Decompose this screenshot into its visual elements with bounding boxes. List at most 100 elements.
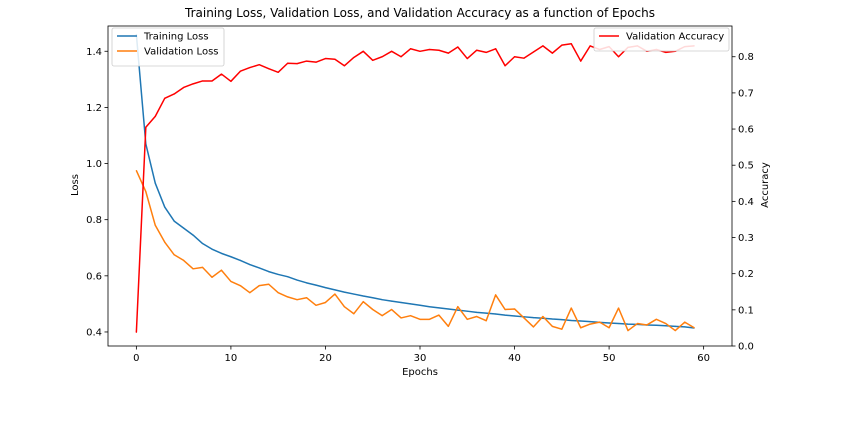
training-loss-point [532, 317, 535, 319]
validation-accuracy-point [513, 56, 516, 58]
validation-loss-point [409, 315, 412, 317]
validation-loss-point [419, 318, 421, 320]
validation-loss-point [249, 292, 251, 294]
validation-loss-point [315, 304, 317, 306]
validation-loss-point [532, 326, 535, 328]
validation-accuracy-point [542, 45, 544, 47]
y-left-tick-label: 0.4 [86, 327, 102, 338]
validation-accuracy-point [249, 66, 251, 69]
training-loss-point [551, 318, 553, 320]
validation-accuracy-point [135, 331, 137, 333]
training-loss-point [561, 319, 563, 321]
training-loss-point [409, 303, 412, 305]
training-loss-point [495, 313, 497, 315]
validation-loss-point [192, 268, 194, 270]
training-loss-point [268, 271, 270, 273]
y-right-tick-label: 0.4 [738, 197, 754, 208]
validation-accuracy-point [485, 51, 487, 54]
validation-accuracy-point [580, 60, 582, 62]
validation-accuracy-point [447, 52, 449, 54]
validation-loss-point [334, 293, 336, 295]
validation-accuracy-point [570, 43, 572, 45]
y-right-tick-label: 0.0 [738, 342, 754, 353]
axes-layer: 0 10 20 30 40 50 60 0.4 0.6 0.8 1.0 1.2 1.4 0.0 0.1 0.2… [86, 25, 754, 364]
validation-loss-point [627, 329, 629, 332]
validation-loss-point [287, 296, 289, 298]
validation-accuracy-point [145, 126, 147, 128]
validation-accuracy-point [495, 48, 497, 50]
y-right-tick-label: 0.6 [738, 125, 754, 136]
training-loss-point [315, 284, 317, 286]
validation-loss-point [551, 325, 553, 327]
validation-loss-point [580, 327, 582, 329]
training-loss-point [154, 182, 156, 184]
training-loss-point [258, 267, 260, 269]
validation-loss-point [353, 313, 355, 315]
validation-accuracy-point [381, 56, 383, 58]
validation-loss-point [495, 294, 497, 296]
validation-loss-point [447, 325, 449, 327]
validation-loss-point [438, 314, 440, 316]
training-loss-point [684, 326, 686, 328]
validation-loss-point [428, 318, 431, 320]
validation-accuracy-point [353, 56, 355, 59]
legend-box [593, 27, 730, 52]
training-loss-point [504, 314, 506, 316]
validation-loss-point [324, 301, 327, 304]
y-left-tick-label: 0.8 [86, 215, 102, 226]
validation-loss-point [305, 297, 308, 299]
validation-accuracy-point [211, 80, 213, 82]
validation-accuracy-point [164, 97, 166, 99]
y-right-tick-label: 0.3 [738, 233, 754, 244]
y-left-tick-label: 1.4 [86, 47, 102, 58]
training-loss-point [627, 323, 629, 325]
validation-accuracy-point [362, 50, 364, 52]
validation-loss-point [665, 322, 667, 325]
validation-accuracy-point [173, 93, 175, 95]
validation-loss-point [230, 280, 232, 283]
y-right-tick-label: 0.5 [738, 161, 754, 172]
validation-loss-point [400, 317, 402, 319]
validation-accuracy-point [523, 57, 525, 59]
chart-title: Training Loss, Validation Loss, and Vali… [184, 6, 655, 20]
y-left-tick-label: 1.2 [86, 103, 102, 114]
validation-accuracy-point [324, 57, 327, 60]
validation-loss-point [457, 306, 459, 308]
training-loss-point [287, 276, 289, 278]
validation-accuracy-point [476, 49, 478, 51]
training-loss-point [428, 306, 431, 308]
training-loss-point [400, 301, 402, 304]
validation-loss-point [485, 320, 487, 322]
x-axis-label: Epochs [402, 367, 438, 378]
training-loss-point [655, 324, 657, 326]
validation-loss-point [684, 321, 686, 323]
y-left-tick-label: 0.6 [86, 271, 102, 282]
training-loss-point [419, 304, 421, 306]
training-loss-point [438, 307, 440, 309]
legend-label-validation-loss: Validation Loss [144, 47, 219, 58]
validation-accuracy-point [617, 56, 620, 58]
validation-accuracy-point [305, 60, 308, 62]
training-loss-point [674, 325, 676, 327]
validation-accuracy-point [230, 80, 232, 82]
y-axis-left-label: Loss [70, 174, 81, 196]
validation-accuracy-point [315, 61, 317, 63]
validation-accuracy-point [419, 50, 421, 52]
training-loss-point [173, 220, 175, 222]
validation-accuracy-point [665, 51, 667, 54]
x-tick-label: 30 [414, 353, 427, 364]
validation-accuracy-point [239, 70, 241, 72]
training-loss-point [192, 234, 194, 236]
validation-accuracy-point [287, 62, 289, 64]
training-loss-point [466, 310, 468, 312]
legend-box [111, 27, 225, 67]
validation-accuracy-point [296, 63, 298, 65]
training-loss-point [513, 315, 516, 317]
y-left-tick-label: 1.0 [86, 159, 102, 170]
validation-loss-point [201, 266, 204, 268]
training-loss-point [476, 311, 478, 313]
validation-loss-point [608, 327, 610, 329]
validation-accuracy-point [589, 45, 591, 47]
